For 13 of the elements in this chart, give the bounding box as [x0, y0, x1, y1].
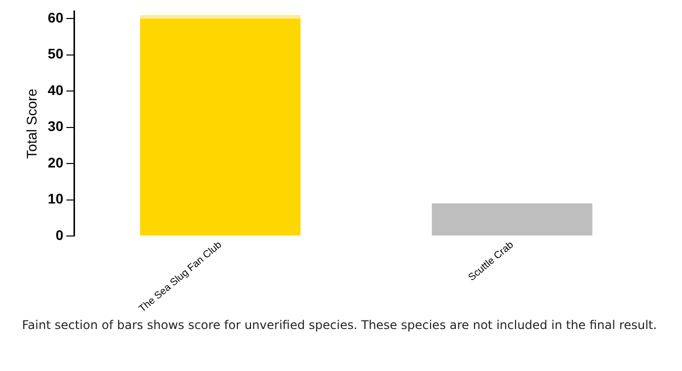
bar: [140, 18, 301, 236]
y-tick-label: 10: [48, 190, 64, 207]
x-tick-label: The Sea Slug Fan Club: [137, 239, 224, 315]
y-tick-label: 60: [48, 10, 64, 26]
text: Faint section of bars shows score for unverified species. These species are not included in the final result.: [22, 318, 658, 332]
y-tick-label: 0: [56, 226, 64, 243]
y-tick-label: 40: [48, 82, 64, 98]
y-tick-label: 30: [48, 118, 64, 134]
bar: [432, 203, 592, 236]
y-tick-label: 20: [48, 154, 64, 170]
bar: [140, 15, 301, 19]
y-tick-label: 50: [48, 46, 64, 62]
y-axis-title: Total Score: [23, 88, 40, 159]
